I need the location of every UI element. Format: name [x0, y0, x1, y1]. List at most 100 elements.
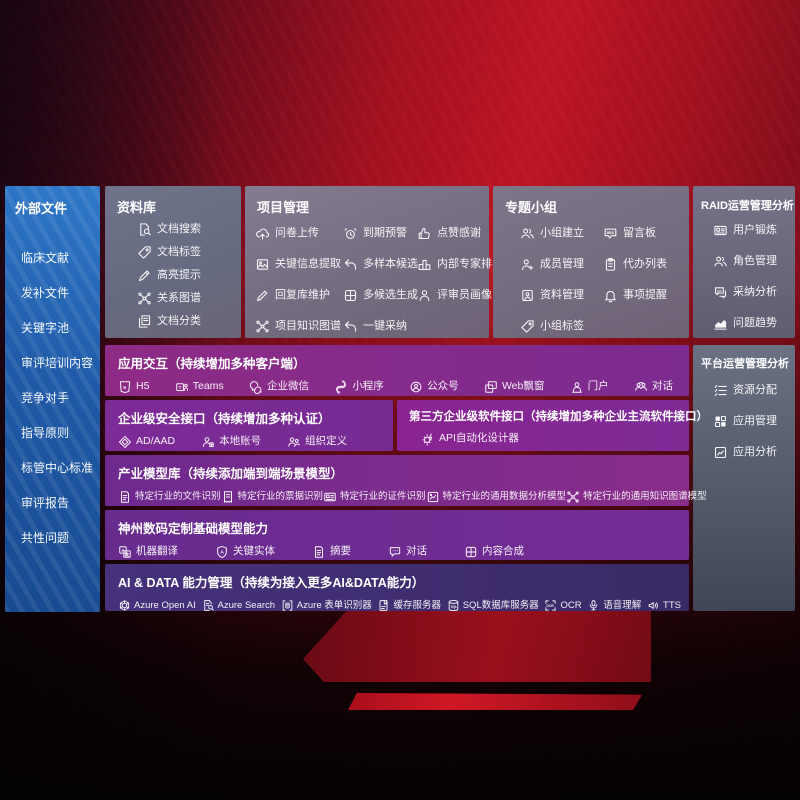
- feature-item: 对话: [634, 379, 673, 394]
- person-add-icon: [520, 257, 535, 272]
- feature-item: 资料管理: [520, 288, 603, 303]
- feature-label: 企业微信: [267, 380, 309, 392]
- feature-label: 多样本候选: [363, 258, 418, 270]
- sidebar-item-label: 标管中心标准: [21, 461, 94, 475]
- feature-item: 关键信息提取: [255, 257, 343, 272]
- org-define-icon: [287, 435, 301, 449]
- quad-grid-icon: [464, 545, 478, 559]
- feature-label: 代办列表: [623, 258, 667, 270]
- feature-item: 高亮提示: [137, 268, 241, 283]
- web-window-icon: [484, 380, 498, 394]
- band-title: 产业模型库（持续添加端到端场景模型）: [118, 467, 344, 481]
- feature-label: 采纳分析: [733, 286, 777, 298]
- users-icon: [520, 226, 535, 241]
- band-title: 企业级安全接口（持续增加多种认证）: [118, 412, 331, 426]
- panel-raid-operations-analysis: RAID运营管理分析 用户锻炼 角色管理 QA 采纳分析: [693, 186, 795, 338]
- feature-label: 点赞感谢: [437, 227, 481, 239]
- openai-icon: [118, 599, 131, 612]
- sidebar-item-label: 竞争对手: [21, 391, 70, 405]
- feature-label: 文档分类: [157, 315, 201, 327]
- feature-item: 一键采纳: [343, 319, 417, 334]
- svg-text:SQL: SQL: [450, 605, 457, 609]
- reply-arrow-icon: [343, 257, 358, 272]
- feature-label: 特定行业的票据识别: [237, 491, 324, 502]
- id-card-icon: [713, 223, 728, 238]
- azure-search-icon: [202, 599, 215, 612]
- feature-label: 用户锻炼: [733, 224, 777, 236]
- feature-item: 门户: [570, 379, 609, 394]
- alarm-icon: [343, 226, 358, 241]
- speech-icon: [587, 599, 600, 612]
- feature-label: AD/AAD: [136, 435, 176, 447]
- trend-chart-icon: [713, 316, 728, 331]
- sidebar-item-label: 审评培训内容: [21, 356, 94, 370]
- bbs-board-icon: BBS: [603, 226, 618, 241]
- feature-item: 回复库维护: [255, 288, 343, 303]
- sql-db-icon: SQL: [447, 599, 460, 612]
- feature-item: Azure 表单识别器: [281, 598, 372, 613]
- feature-item: 对话: [388, 544, 427, 559]
- api-gear-icon: [421, 432, 435, 446]
- feature-item: 小组建立: [520, 226, 603, 241]
- feature-item: 特定行业的票据识别: [221, 489, 324, 504]
- band-title: 第三方企业级软件接口（持续增加多种企业主流软件接口）: [409, 411, 708, 423]
- sidebar-item-label: 临床文献: [21, 251, 70, 265]
- svg-text:A: A: [220, 549, 224, 555]
- feature-label: 机器翻译: [136, 545, 178, 557]
- panel-title: 资料库: [117, 200, 157, 215]
- svg-text:QA: QA: [717, 289, 722, 293]
- feature-label: Web飘窗: [501, 380, 545, 392]
- feature-label: 门户: [587, 380, 609, 392]
- background-red-shape: [303, 609, 651, 682]
- band-title: AI & DATA 能力管理（持续为接入更多AI&DATA能力）: [118, 576, 425, 590]
- official-account-icon: [409, 380, 423, 394]
- cache-server-icon: [377, 599, 390, 612]
- highlight-pen-icon: [137, 268, 152, 283]
- pencil-icon: [255, 288, 270, 303]
- doc-classify-icon: [137, 314, 152, 329]
- feature-item: 特定行业的文件识别: [118, 489, 221, 504]
- tts-icon: [647, 599, 660, 612]
- sidebar-item-label: 关键字池: [21, 321, 70, 335]
- feature-label: 特定行业的通用知识图谱模型: [583, 491, 707, 502]
- slash-list-icon: [713, 383, 728, 398]
- feature-item: API自动化设计器: [421, 431, 519, 446]
- feature-label: 应用管理: [733, 415, 777, 427]
- feature-item: 到期预警: [343, 226, 417, 241]
- feature-item: 关系图谱: [137, 291, 241, 306]
- feature-item: 资源分配: [713, 383, 795, 398]
- users-icon: [713, 254, 728, 269]
- sidebar-title: 外部文件: [15, 201, 68, 216]
- person-icon: [417, 288, 432, 303]
- feature-item: 摘要: [312, 544, 351, 559]
- feature-item: 内部专家排名: [417, 257, 503, 272]
- feature-label: 高亮提示: [157, 269, 201, 281]
- chat-bubble-icon: [388, 545, 402, 559]
- feature-label: 角色管理: [733, 255, 777, 267]
- translate-icon: A: [118, 545, 132, 559]
- feature-label: 小组建立: [540, 227, 584, 239]
- bell-icon: [603, 288, 618, 303]
- feature-label: 应用分析: [733, 446, 777, 458]
- feature-item: 文档分类: [137, 314, 241, 329]
- feature-item: 企业微信: [249, 379, 309, 394]
- wechat-work-icon: [249, 380, 263, 394]
- feature-item: 问题趋势: [713, 316, 795, 331]
- feature-label: 回复库维护: [275, 289, 330, 301]
- feature-item: 语音理解: [587, 598, 641, 613]
- photo-album-icon: [520, 288, 535, 303]
- band-enterprise-security-interface: 企业级安全接口（持续增加多种认证） AD/AAD 本地账号 组织定义: [105, 400, 393, 451]
- teams-icon: T: [175, 380, 189, 394]
- panel-topic-groups: 专题小组 小组建立 BBS 留言板 成员管理: [493, 186, 689, 338]
- feature-item: T Teams: [175, 379, 224, 394]
- feature-item: 成员管理: [520, 257, 603, 272]
- app-analysis-icon: [713, 445, 728, 460]
- panel-title: 项目管理: [257, 200, 310, 215]
- image-extract-icon: [255, 257, 270, 272]
- sidebar-item: 发补文件: [21, 286, 100, 300]
- feature-item: Azure Search: [202, 598, 275, 613]
- reply-arrow-icon: [343, 319, 358, 334]
- feature-item: TTS: [647, 598, 681, 613]
- svg-text:A: A: [121, 547, 125, 552]
